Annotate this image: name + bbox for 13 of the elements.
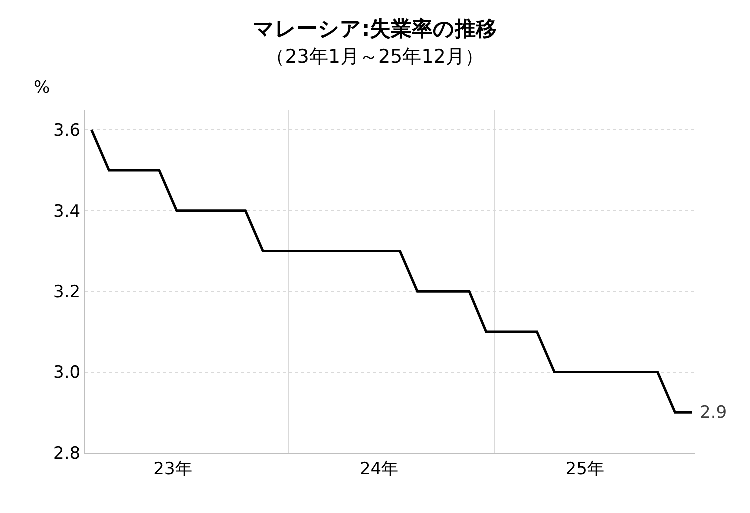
x-tick-label: 23年 bbox=[154, 459, 192, 480]
chart-subtitle: （23年1月～25年12月） bbox=[266, 46, 484, 68]
x-tick-label: 24年 bbox=[360, 459, 399, 480]
y-tick-label: 3.2 bbox=[54, 282, 81, 303]
y-tick-label: 2.8 bbox=[54, 444, 81, 464]
y-tick-label: 3.4 bbox=[54, 202, 81, 222]
line-series bbox=[90, 128, 694, 414]
chart-title: マレーシア:失業率の推移 bbox=[252, 16, 498, 41]
y-tick-label: 3.0 bbox=[54, 363, 81, 384]
y-axis-title: % bbox=[34, 78, 50, 98]
x-tick-label: 25年 bbox=[566, 459, 604, 480]
y-tick-label: 3.6 bbox=[54, 121, 81, 142]
annotation: 2.9 bbox=[700, 403, 728, 423]
